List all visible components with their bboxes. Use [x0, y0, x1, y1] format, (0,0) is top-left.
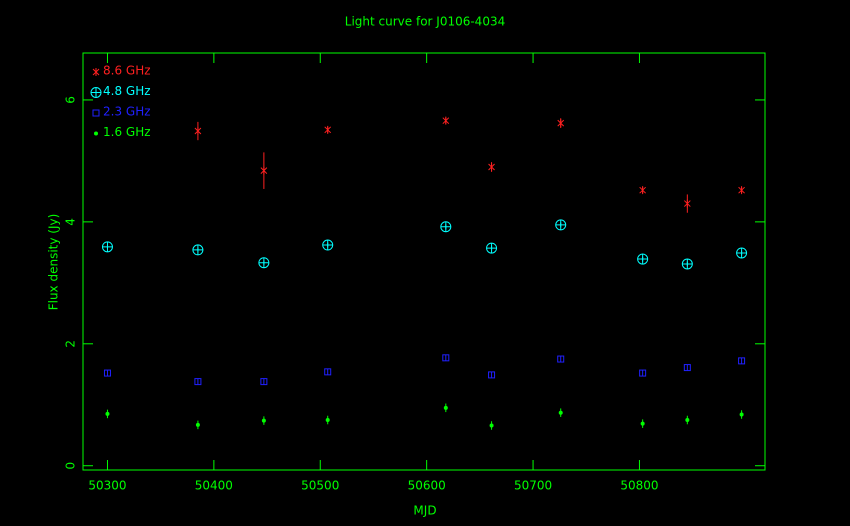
- legend-marker: [92, 109, 100, 117]
- marker: [488, 371, 496, 379]
- plot-frame: [82, 52, 766, 471]
- marker: [685, 418, 690, 423]
- marker: [683, 364, 691, 372]
- marker: [324, 125, 332, 134]
- marker: [738, 357, 746, 365]
- marker: [325, 418, 330, 423]
- marker: [192, 244, 204, 256]
- marker: [736, 247, 748, 259]
- marker: [637, 253, 649, 265]
- marker: [195, 422, 200, 427]
- marker: [261, 418, 266, 423]
- x-tick-label: 50300: [88, 479, 126, 493]
- x-tick-label: 50500: [301, 479, 339, 493]
- y-tick-label: 4: [64, 218, 78, 226]
- marker: [681, 258, 693, 270]
- marker: [639, 186, 646, 195]
- legend-label: 8.6 GHz: [103, 64, 151, 78]
- marker: [738, 186, 745, 195]
- marker: [683, 199, 691, 208]
- marker: [101, 241, 113, 253]
- marker: [486, 242, 498, 254]
- x-tick-label: 50400: [195, 479, 233, 493]
- marker: [443, 405, 448, 410]
- marker: [442, 116, 450, 125]
- y-tick-label: 0: [64, 462, 78, 470]
- marker: [322, 239, 334, 251]
- x-axis-label: MJD: [413, 504, 436, 518]
- marker: [558, 410, 563, 415]
- x-tick-label: 50800: [620, 479, 658, 493]
- marker: [488, 163, 495, 172]
- marker: [103, 369, 111, 377]
- marker: [194, 127, 202, 136]
- chart-title: Light curve for J0106-4034: [345, 15, 505, 29]
- legend-marker: [94, 131, 98, 136]
- marker: [194, 378, 202, 386]
- legend-label: 1.6 GHz: [103, 125, 151, 139]
- marker: [557, 355, 565, 363]
- y-tick-label: 2: [64, 340, 78, 348]
- marker: [739, 412, 744, 417]
- marker: [258, 257, 270, 269]
- legend-label: 4.8 GHz: [103, 84, 151, 98]
- marker: [440, 221, 452, 233]
- marker: [260, 378, 268, 386]
- marker: [442, 354, 450, 362]
- x-tick-label: 50700: [514, 479, 552, 493]
- marker: [105, 411, 110, 416]
- marker: [324, 368, 332, 376]
- marker: [260, 166, 268, 175]
- x-tick-label: 50600: [408, 479, 446, 493]
- marker: [555, 219, 567, 231]
- y-axis-label: Flux density (Jy): [47, 214, 61, 311]
- y-tick-label: 6: [64, 96, 78, 104]
- legend-marker: [90, 87, 102, 98]
- marker: [639, 369, 647, 377]
- marker: [489, 423, 494, 428]
- marker: [557, 119, 565, 128]
- legend-label: 2.3 GHz: [103, 105, 151, 119]
- legend-marker: [92, 68, 100, 76]
- marker: [640, 421, 645, 426]
